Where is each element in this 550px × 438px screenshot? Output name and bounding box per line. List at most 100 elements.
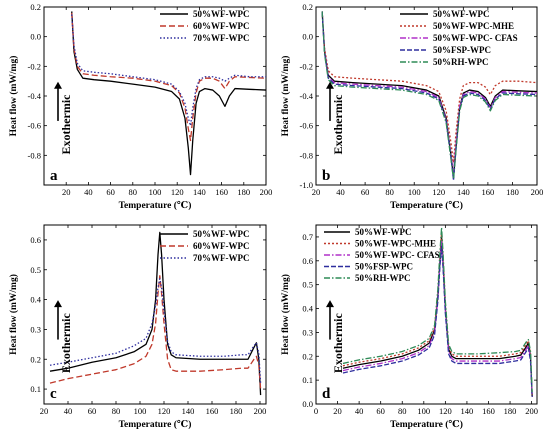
exothermic-arrow-head xyxy=(326,81,334,89)
x-tick-label: 140 xyxy=(182,406,195,416)
legend-entry: 50%FSP-WPC xyxy=(433,45,491,55)
exothermic-label: Exothermic xyxy=(59,94,73,155)
series-group xyxy=(71,11,266,176)
legend-entry: 50%WF-WPC xyxy=(433,9,490,19)
x-axis-label: Temperature (℃) xyxy=(390,200,463,211)
exothermic-label: Exothermic xyxy=(331,94,345,155)
series-group xyxy=(342,226,533,397)
x-tick-label: 180 xyxy=(506,187,519,197)
x-tick-label: 120 xyxy=(432,187,445,197)
x-tick-label: 100 xyxy=(149,187,162,197)
x-tick-label: 60 xyxy=(376,406,385,416)
x-axis-label: Temperature (℃) xyxy=(390,419,463,430)
y-tick-label: 0.5 xyxy=(30,265,41,275)
x-tick-label: 200 xyxy=(254,406,267,416)
y-axis-label: Heat flow (mW/mg) xyxy=(280,56,291,137)
y-tick-label: 0.7 xyxy=(302,232,313,242)
x-tick-label: 140 xyxy=(457,187,470,197)
legend-entry: 50%WF-WPC-MHE xyxy=(355,239,436,249)
x-tick-label: 160 xyxy=(482,187,495,197)
x-tick-label: 20 xyxy=(333,406,342,416)
y-tick-label: 0.2 xyxy=(30,354,41,364)
series-line xyxy=(342,245,533,397)
series-line xyxy=(321,11,537,180)
x-tick-label: 100 xyxy=(134,406,147,416)
y-axis-label: Heat flow (mW/mg) xyxy=(8,274,19,355)
y-tick-label: -0.4 xyxy=(28,91,42,101)
x-tick-label: 60 xyxy=(361,187,370,197)
x-tick-label: 100 xyxy=(417,406,430,416)
legend-entry: 50%WF-WPC xyxy=(193,229,250,239)
series-group xyxy=(321,11,537,182)
panel-label: b xyxy=(322,168,330,184)
legend: 50%WF-WPC 60%WF-WPC 70%WF-WPC xyxy=(160,229,250,263)
x-tick-label: 80 xyxy=(112,406,121,416)
exothermic-arrow-head xyxy=(326,300,334,308)
x-tick-label: 20 xyxy=(312,187,321,197)
x-tick-label: 120 xyxy=(171,187,184,197)
exothermic-arrow-head xyxy=(54,300,62,308)
y-tick-label: 0.1 xyxy=(302,375,313,385)
panel-label: d xyxy=(322,386,331,402)
x-tick-label: 140 xyxy=(193,187,206,197)
x-tick-label: 160 xyxy=(206,406,219,416)
x-tick-label: 40 xyxy=(355,406,364,416)
legend-entry: 50%WF-WPC xyxy=(355,227,412,237)
exothermic-arrow-head xyxy=(54,81,62,89)
x-tick-label: 0 xyxy=(314,406,318,416)
y-tick-label: -0.6 xyxy=(300,121,313,131)
series-line xyxy=(71,11,266,176)
legend-entry: 60%WF-WPC xyxy=(193,241,250,251)
legend-entry: 70%WF-WPC xyxy=(193,33,250,43)
legend-entry: 50%RH-WPC xyxy=(355,273,411,283)
series-line xyxy=(321,11,537,164)
x-tick-label: 120 xyxy=(158,406,171,416)
y-tick-label: 0.2 xyxy=(30,2,41,12)
y-tick-label: 0.4 xyxy=(302,304,313,314)
series-line xyxy=(49,231,262,396)
series-line xyxy=(71,14,266,127)
y-axis-label: Heat flow (mW/mg) xyxy=(8,56,19,137)
y-tick-label: 0.0 xyxy=(302,399,313,409)
y-tick-label: 0.0 xyxy=(30,32,41,42)
exothermic-label: Exothermic xyxy=(331,312,345,373)
x-tick-label: 60 xyxy=(106,187,115,197)
x-tick-label: 160 xyxy=(215,187,228,197)
series-line xyxy=(342,241,533,397)
legend-entry: 50%RH-WPC xyxy=(433,57,489,67)
y-tick-label: 0.0 xyxy=(302,32,313,42)
series-line xyxy=(71,12,266,142)
x-tick-label: 40 xyxy=(64,406,73,416)
series-line xyxy=(321,11,537,182)
y-tick-label: 0.6 xyxy=(302,256,313,266)
y-tick-label: 0.3 xyxy=(30,324,41,334)
panel-d: 0 20 40 60 80 100 120 140 160 180 200 0.0 0.1 0.2 0.3 0… xyxy=(280,224,538,430)
legend-entry: 50%WF-WPC-MHE xyxy=(433,21,514,31)
plot-frame xyxy=(43,224,267,405)
plot-frame xyxy=(315,224,538,405)
panel-label: a xyxy=(50,168,58,184)
x-tick-label: 200 xyxy=(260,187,273,197)
panel-b: 20 40 60 80 100 120 140 160 180 200 0.2 0.0 -0.2 -0.4… xyxy=(280,2,543,211)
y-tick-label: -0.2 xyxy=(300,61,313,71)
y-tick-label: 0.2 xyxy=(302,2,313,12)
series-line xyxy=(49,275,262,390)
y-tick-label: -0.4 xyxy=(300,91,314,101)
x-tick-label: 200 xyxy=(531,187,544,197)
y-tick-label: -0.2 xyxy=(28,61,41,71)
x-tick-label: 140 xyxy=(461,406,474,416)
y-tick-label: 0.6 xyxy=(30,235,41,245)
exothermic-label: Exothermic xyxy=(59,312,73,373)
series-line xyxy=(342,226,533,393)
x-tick-label: 180 xyxy=(230,406,243,416)
legend-entry: 50%FSP-WPC xyxy=(355,262,413,272)
x-tick-label: 80 xyxy=(129,187,138,197)
x-tick-label: 20 xyxy=(40,406,49,416)
y-tick-label: 0.4 xyxy=(30,295,41,305)
y-tick-label: 0.3 xyxy=(302,327,313,337)
y-tick-label: 0.2 xyxy=(302,351,313,361)
x-tick-label: 40 xyxy=(84,187,93,197)
y-tick-label: -1.0 xyxy=(300,180,313,190)
